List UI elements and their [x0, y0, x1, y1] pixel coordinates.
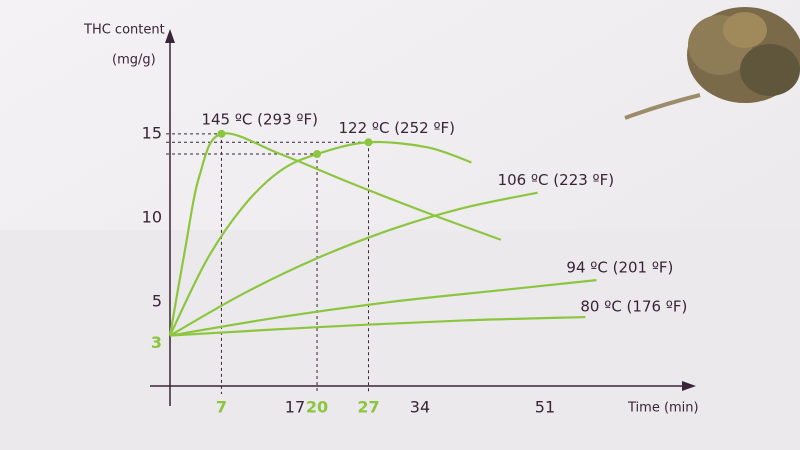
series-label: 94 ºC (201 ºF)	[566, 259, 673, 277]
y-tick-label: 5	[152, 291, 162, 310]
series-label: 122 ºC (252 ºF)	[339, 119, 456, 137]
x-axis-arrow	[682, 381, 696, 391]
background-band	[0, 230, 800, 450]
y-tick-label: 3	[151, 333, 162, 352]
x-tick-label: 17	[285, 398, 305, 417]
line-series	[168, 132, 502, 336]
marker-dot	[313, 150, 322, 159]
line-series	[169, 140, 472, 337]
series-label: 80 ºC (176 ºF)	[580, 298, 687, 316]
y-axis-label: THC content	[83, 23, 165, 38]
x-axis-label: Time (min)	[627, 401, 699, 416]
series-label: 106 ºC (223 ºF)	[498, 171, 615, 189]
x-tick-label: 7	[216, 398, 227, 417]
y-tick-label: 10	[142, 207, 162, 226]
marker-dot	[364, 138, 373, 147]
line-series	[169, 279, 597, 337]
line-series	[169, 191, 538, 337]
cannabis-bud	[624, 7, 800, 120]
marker-dot	[217, 129, 226, 138]
line-series	[169, 315, 586, 337]
y-axis-arrow	[165, 29, 175, 43]
x-tick-label: 51	[535, 398, 555, 417]
y-axis-label: (mg/g)	[112, 53, 156, 68]
x-tick-label: 20	[306, 398, 328, 417]
y-tick-label: 15	[142, 123, 162, 142]
x-tick-label: 34	[410, 398, 430, 417]
series-label: 145 ºC (293 ºF)	[201, 110, 318, 128]
x-tick-label: 27	[357, 398, 379, 417]
